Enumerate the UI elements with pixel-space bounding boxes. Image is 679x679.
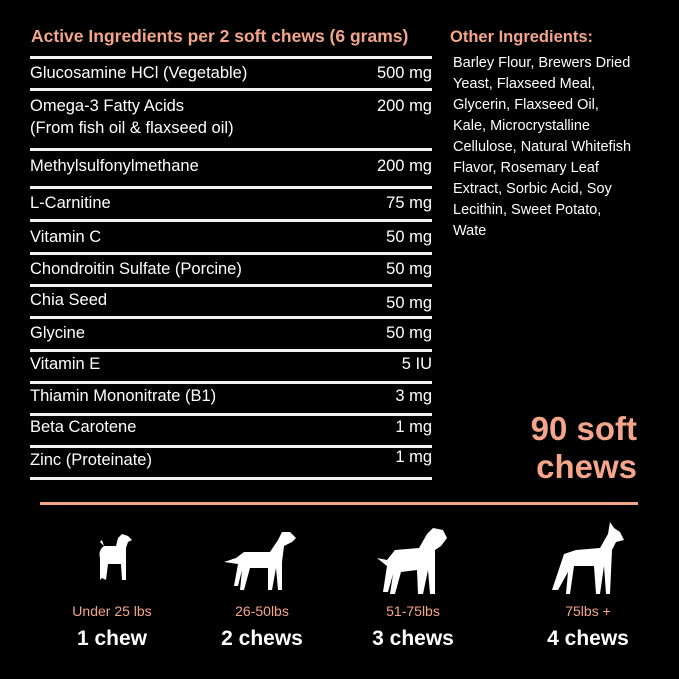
small-dog-icon [99, 534, 132, 580]
ingredient-amount: 50 mg [386, 260, 432, 278]
weight-range: Under 25 lbs [72, 603, 152, 619]
chew-count-unit: chews [536, 448, 637, 485]
other-ingredients-line: Yeast, Flaxseed Meal, [453, 76, 596, 92]
table-divider [30, 219, 432, 222]
chew-count-number: 90 soft [530, 410, 637, 447]
ingredient-amount: 3 mg [395, 387, 432, 405]
ingredient-name: Vitamin E [30, 355, 101, 373]
ingredient-name: Methylsulfonylmethane [30, 157, 199, 175]
ingredient-name: Omega-3 Fatty Acids [30, 97, 185, 115]
active-ingredients-title: Active Ingredients per 2 soft chews (6 g… [31, 26, 409, 46]
medium-dog-icon [224, 532, 296, 590]
other-ingredients-line: Glycerin, Flaxseed Oil, [453, 97, 599, 113]
table-divider [30, 252, 432, 255]
ingredient-name: Zinc (Proteinate) [30, 451, 152, 469]
ingredient-amount: 5 IU [401, 355, 432, 373]
table-divider [30, 349, 432, 352]
ingredient-amount: 200 mg [376, 157, 432, 175]
table-divider [30, 186, 432, 189]
ingredient-name: L-Carnitine [30, 194, 111, 212]
chew-amount: 2 chews [221, 627, 303, 650]
ingredient-amount: 1 mg [395, 448, 432, 466]
table-divider [30, 284, 432, 287]
ingredient-name: Glycine [30, 324, 86, 342]
ingredient-name: Vitamin C [30, 228, 102, 246]
ingredient-name: Beta Carotene [30, 418, 137, 436]
dosing-small: Under 25 lbs 1 chew [32, 520, 192, 651]
ingredient-name: Chondroitin Sulfate (Porcine) [30, 260, 242, 278]
giant-dog-icon [552, 522, 624, 594]
weight-range: 26-50lbs [235, 603, 289, 619]
ingredient-name: Chia Seed [30, 291, 108, 309]
other-ingredients-line: Kale, Microcrystalline [453, 118, 590, 134]
other-ingredients-line: Lecithin, Sweet Potato, [453, 202, 602, 218]
table-divider [30, 477, 432, 480]
ingredient-name: Thiamin Mononitrate (B1) [30, 387, 217, 405]
table-divider [30, 148, 432, 151]
ingredient-amount: 200 mg [376, 97, 432, 115]
ingredient-note: (From fish oil & flaxseed oil) [30, 119, 234, 137]
ingredient-amount: 50 mg [386, 294, 432, 312]
other-ingredients-line: Barley Flour, Brewers Dried [453, 55, 631, 71]
large-dog-icon [377, 528, 447, 594]
weight-range: 51-75lbs [386, 603, 440, 619]
other-ingredients-line: Extract, Sorbic Acid, Soy [453, 181, 612, 197]
other-ingredients-line: Flavor, Rosemary Leaf [453, 160, 599, 176]
other-ingredients-list: Barley Flour, Brewers Dried Yeast, Flaxs… [453, 53, 631, 242]
chew-amount: 4 chews [547, 627, 629, 650]
chew-amount: 1 chew [76, 627, 148, 650]
weight-range: 75lbs + [565, 603, 611, 619]
table-divider [30, 56, 432, 59]
ingredient-amount: 50 mg [386, 324, 432, 342]
dosing-giant: 75lbs + 4 chews [508, 520, 668, 651]
ingredient-name: Glucosamine HCl (Vegetable) [30, 64, 248, 82]
chew-amount: 3 chews [372, 627, 454, 650]
table-divider [30, 413, 432, 416]
dosing-medium: 26-50lbs 2 chews [182, 520, 342, 651]
dosing-large: 51-75lbs 3 chews [333, 520, 493, 651]
table-divider [30, 445, 432, 448]
table-divider [30, 381, 432, 384]
chew-count: 90 soft chews [531, 410, 637, 486]
other-ingredients-line: Cellulose, Natural Whitefish [453, 139, 632, 155]
table-divider [30, 88, 432, 91]
other-ingredients-title: Other Ingredients: [450, 28, 594, 46]
section-divider [40, 502, 638, 505]
ingredient-amount: 50 mg [386, 228, 432, 246]
ingredient-amount: 1 mg [395, 418, 432, 436]
other-ingredients-line: Wate [453, 223, 487, 239]
ingredient-amount: 75 mg [386, 194, 432, 212]
table-divider [30, 316, 432, 319]
ingredient-amount: 500 mg [376, 64, 432, 82]
